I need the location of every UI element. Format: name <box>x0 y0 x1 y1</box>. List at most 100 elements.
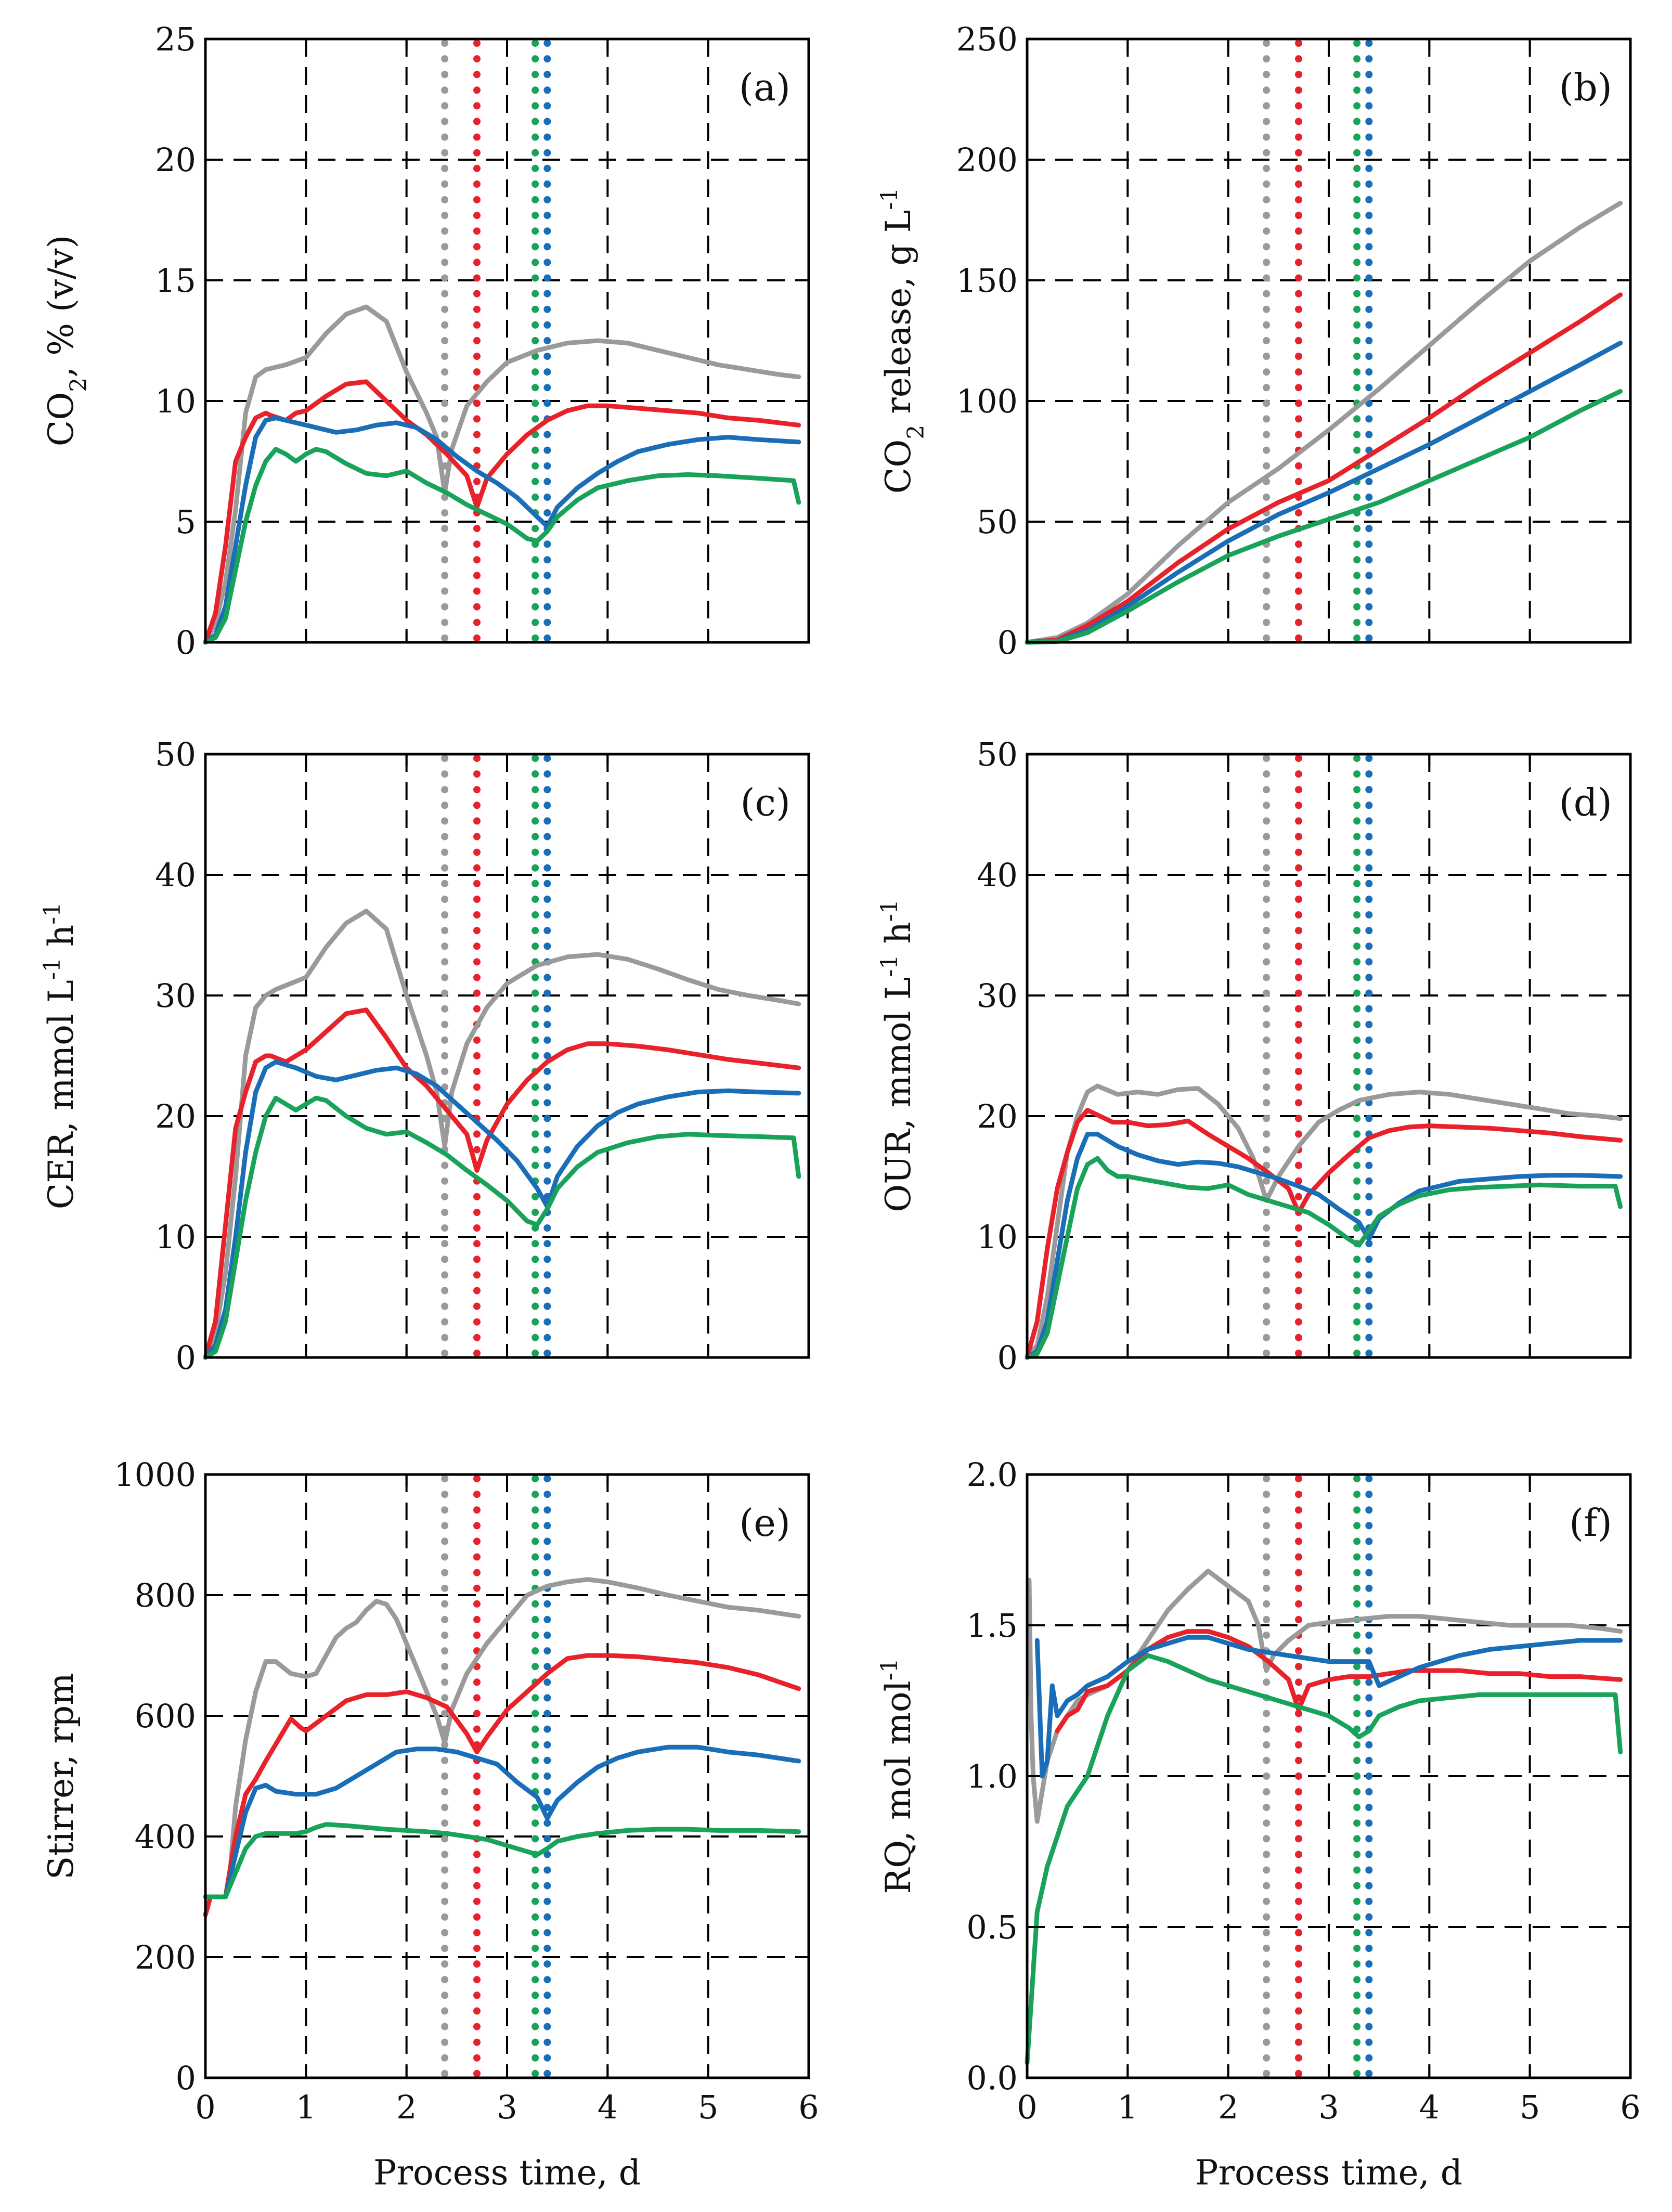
panel-tag: (f) <box>1569 1501 1612 1545</box>
series-line-red <box>203 1653 801 1918</box>
panel-tag: (d) <box>1559 781 1612 824</box>
y-tick-label: 0 <box>997 1339 1018 1377</box>
y-tick-label: 200 <box>135 1938 196 1976</box>
y-tick-label: 0.5 <box>966 1908 1018 1946</box>
y-tick-label: 40 <box>155 856 196 894</box>
y-axis-label-part: release, g L <box>878 210 918 425</box>
y-tick-label: 10 <box>155 1218 196 1256</box>
y-tick-label: 0.0 <box>966 2059 1018 2097</box>
series-line-gray <box>1025 1083 1623 1360</box>
x-tick-label: 6 <box>798 2088 819 2126</box>
y-tick-label: 50 <box>977 735 1018 773</box>
panel-a: 0 5 10 15 20 25 (a) CO2, % (v/v) <box>41 20 810 662</box>
y-axis-label-part: -1 <box>876 1658 903 1680</box>
y-tick-label: 30 <box>977 977 1018 1015</box>
y-axis-label-part: -1 <box>876 955 903 977</box>
series-line-blue <box>203 1744 801 1899</box>
y-tick-label: 5 <box>176 503 196 541</box>
y-axis-label-part: RQ, mol mol <box>878 1680 918 1894</box>
y-tick-label: 400 <box>135 1818 196 1856</box>
y-axis-label-part: CO <box>41 392 81 447</box>
y-tick-label: 25 <box>155 20 196 58</box>
y-tick-label: 200 <box>956 141 1018 179</box>
y-axis-label-part: , % (v/v) <box>41 235 81 378</box>
panel-tag: (a) <box>739 66 790 109</box>
series-line-red <box>1055 1629 1623 1734</box>
series-line-green <box>203 1095 801 1360</box>
y-axis-label-part: 2 <box>66 378 92 392</box>
y-axis-label-part: OUR, mmol L <box>878 977 918 1212</box>
y-tick-label: 20 <box>155 1097 196 1135</box>
y-tick-label: 40 <box>977 856 1018 894</box>
series-line-green <box>203 1822 801 1899</box>
panel-b: 0 50 100 150 200 250 (b) CO2 release, g L-1 <box>876 20 1632 662</box>
x-tick-label: 2 <box>396 2088 417 2126</box>
y-tick-label: 20 <box>155 141 196 179</box>
y-tick-label: 15 <box>155 262 196 300</box>
y-tick-label: 50 <box>977 503 1018 541</box>
y-axis-label-part: 2 <box>903 425 929 439</box>
y-tick-label: 800 <box>135 1576 196 1614</box>
panel-tag: (b) <box>1559 66 1612 109</box>
y-axis-label-part: Stirrer, rpm <box>41 1673 81 1880</box>
series-line-blue <box>1025 341 1623 645</box>
y-axis-label-part: CO <box>878 439 918 494</box>
y-tick-label: 0 <box>176 1339 196 1377</box>
y-tick-label: 0 <box>176 2059 196 2097</box>
series-line-red <box>203 1007 801 1360</box>
x-tick-label: 6 <box>1620 2088 1640 2126</box>
y-tick-label: 0 <box>176 624 196 662</box>
y-axis-label: OUR, mmol L-1 h-1 <box>876 899 919 1212</box>
y-tick-label: 100 <box>956 382 1018 420</box>
panel-tag: (e) <box>739 1501 790 1545</box>
y-tick-label: 10 <box>977 1218 1018 1256</box>
series-line-blue <box>203 1059 801 1360</box>
y-tick-label: 1000 <box>114 1456 196 1494</box>
y-tick-label: 10 <box>155 382 196 420</box>
series-line-green <box>1025 389 1623 645</box>
y-tick-label: 30 <box>155 977 196 1015</box>
series-line-blue <box>203 416 801 645</box>
y-tick-label: 600 <box>135 1697 196 1735</box>
y-tick-label: 1.0 <box>966 1757 1018 1795</box>
y-axis-label: CO2 release, g L-1 <box>876 188 929 494</box>
y-tick-label: 50 <box>155 735 196 773</box>
y-axis-label-part: h <box>41 925 81 958</box>
x-tick-label: 5 <box>698 2088 718 2126</box>
x-tick-label: 4 <box>598 2088 618 2126</box>
y-axis-label-part: h <box>878 922 918 955</box>
x-tick-label: 0 <box>195 2088 215 2126</box>
x-tick-label: 1 <box>1118 2088 1138 2126</box>
series-line-gray <box>203 1577 801 1899</box>
y-axis-label: Stirrer, rpm <box>41 1673 81 1880</box>
x-axis-label: Process time, d <box>1195 2153 1462 2193</box>
series-line-gray <box>1027 1569 1623 1824</box>
y-axis-label: CER, mmol L-1 h-1 <box>39 902 82 1209</box>
y-axis-label-part: -1 <box>876 188 903 210</box>
x-tick-label: 3 <box>497 2088 517 2126</box>
series-line-gray <box>203 304 801 645</box>
series-line-green <box>1025 1156 1623 1360</box>
series-line-red <box>1025 1107 1623 1360</box>
x-tick-label: 1 <box>296 2088 316 2126</box>
series-line-red <box>1025 292 1623 645</box>
series-line-gray <box>1025 201 1623 645</box>
series-line-gray <box>203 909 801 1360</box>
y-axis-label-part: CER, mmol L <box>41 980 81 1209</box>
y-axis-label-part: -1 <box>39 902 66 925</box>
series-line-blue <box>1025 1132 1623 1360</box>
panel-tag: (c) <box>740 781 790 824</box>
y-axis-label-part: -1 <box>39 958 66 980</box>
y-tick-label: 0 <box>997 624 1018 662</box>
x-tick-label: 3 <box>1318 2088 1339 2126</box>
y-tick-label: 1.5 <box>966 1607 1018 1645</box>
x-axis-label: Process time, d <box>373 2153 641 2193</box>
y-tick-label: 250 <box>956 20 1018 58</box>
y-axis-label: CO2, % (v/v) <box>41 235 92 447</box>
y-tick-label: 150 <box>956 262 1018 300</box>
series-line-green <box>1025 1653 1623 2065</box>
y-axis-label-part: -1 <box>876 899 903 922</box>
series-line-green <box>203 447 801 645</box>
